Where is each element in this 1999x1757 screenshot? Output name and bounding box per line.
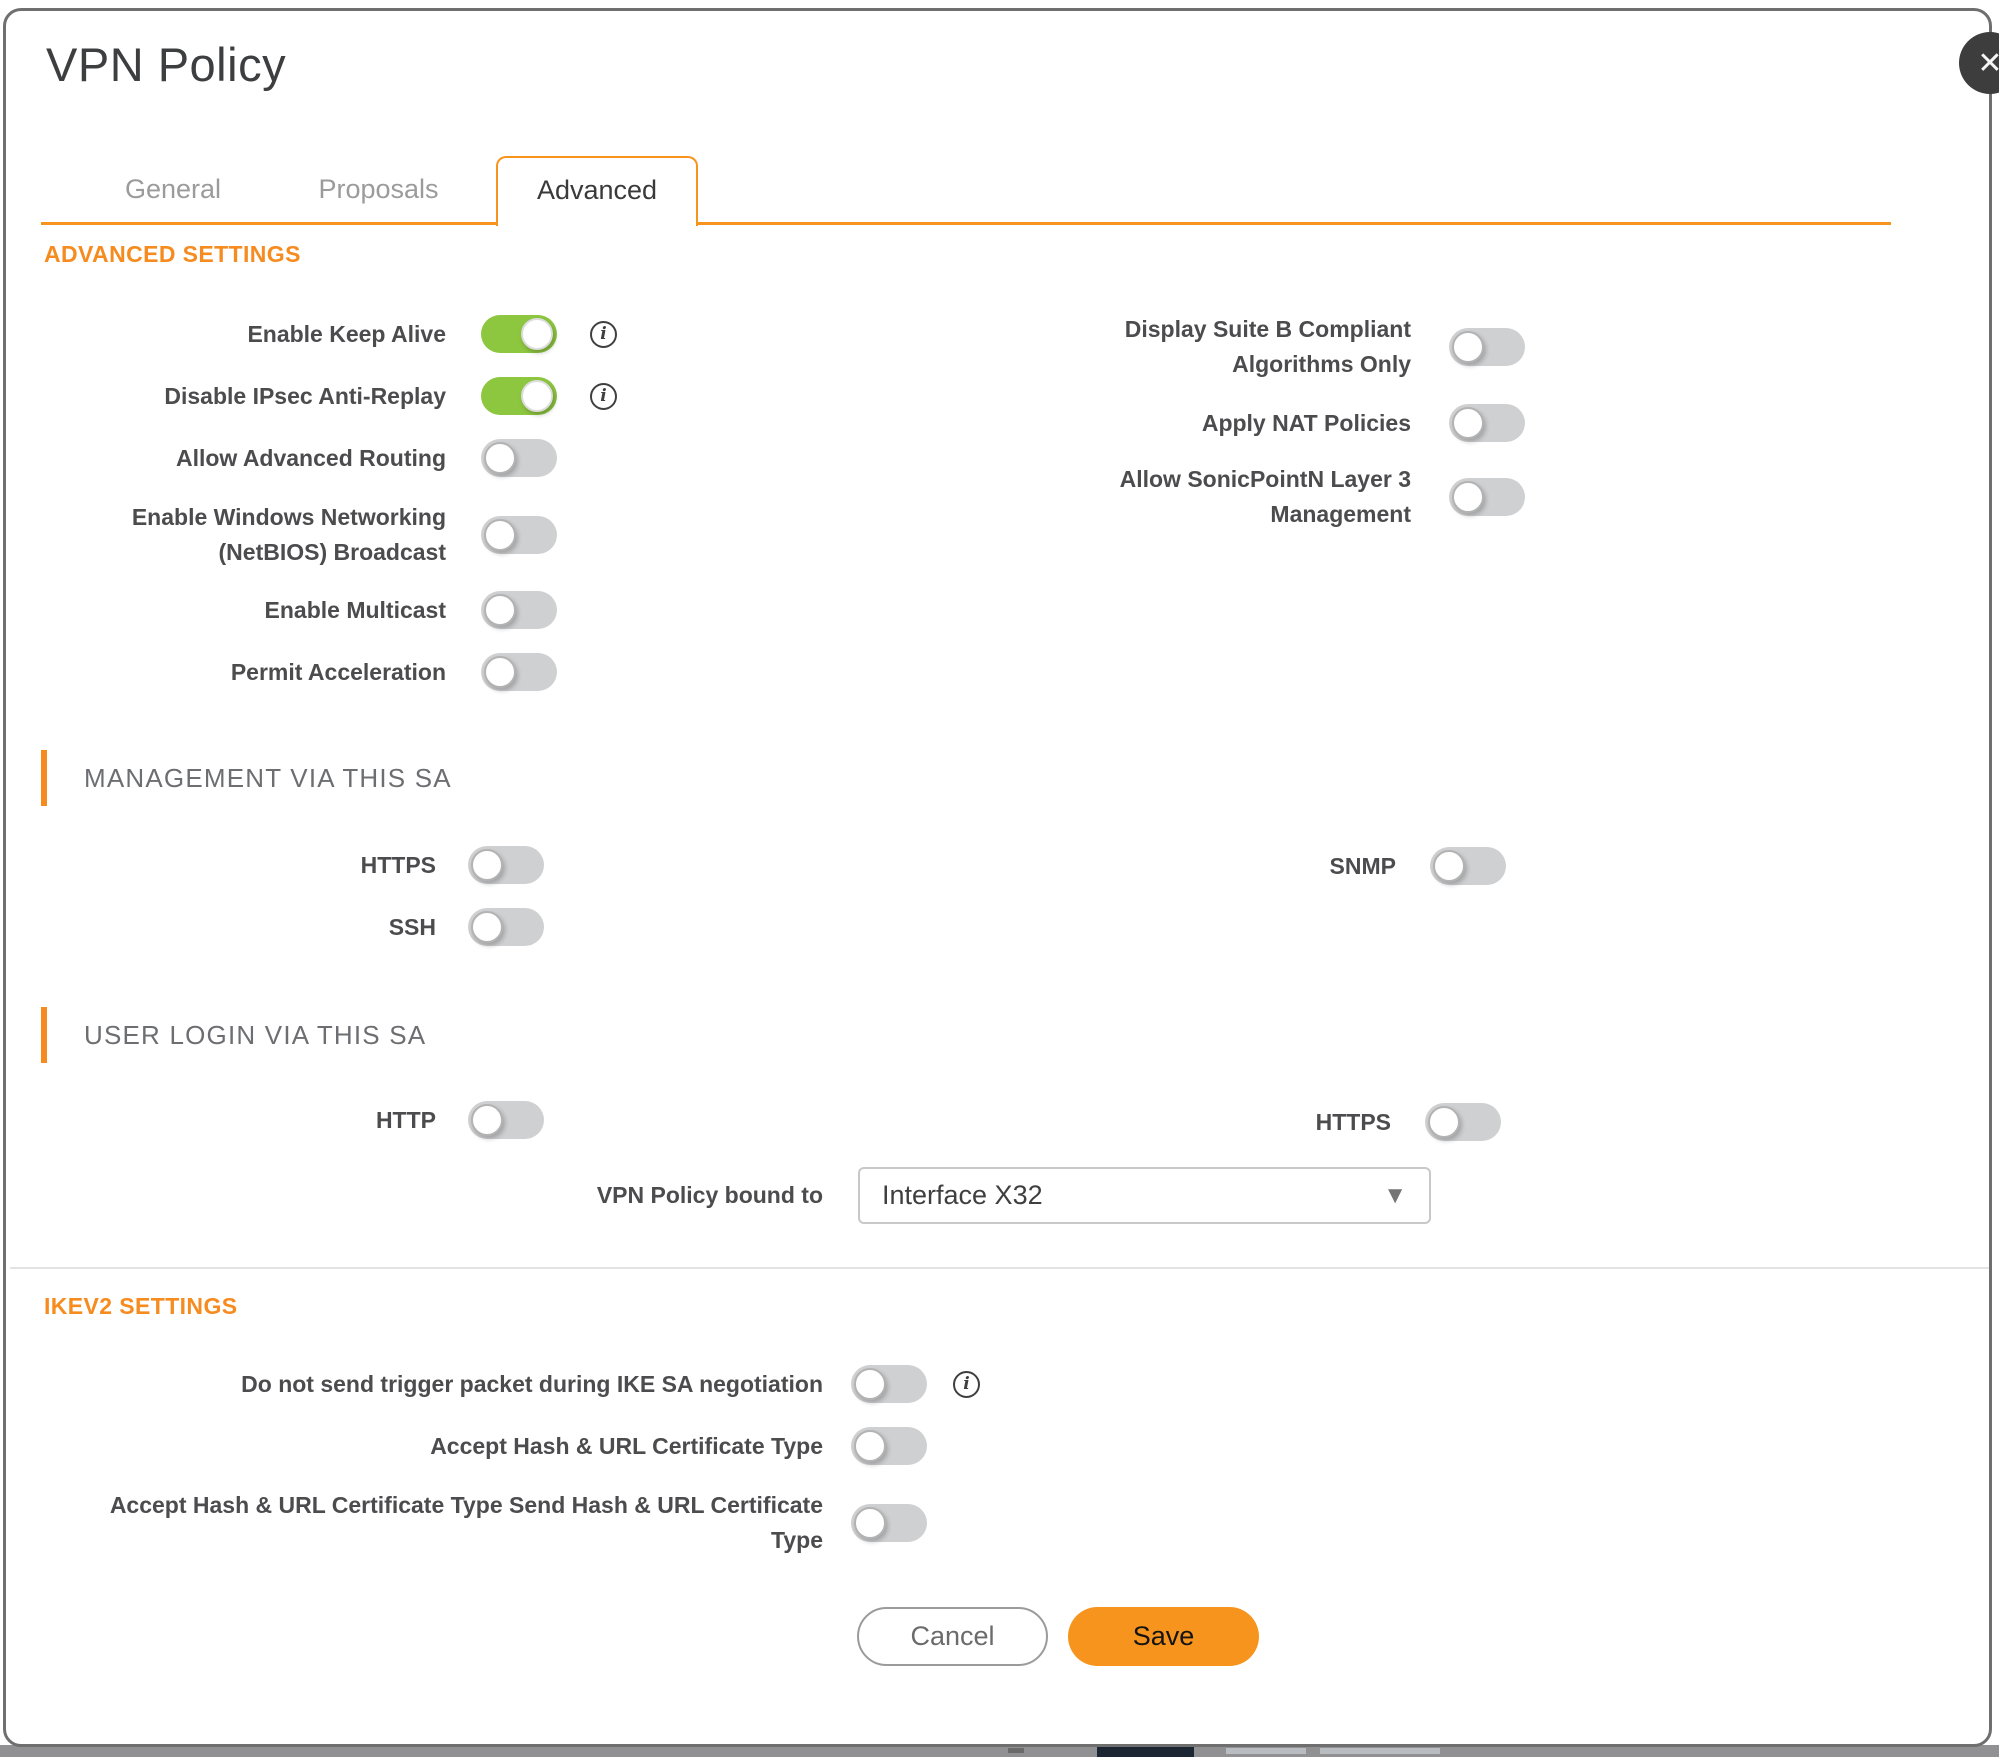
setting-row-disable-ipsec-anti-replay: Disable IPsec Anti-Replay i	[66, 368, 617, 424]
setting-label: Apply NAT Policies	[1201, 409, 1411, 436]
setting-row-allow-advanced-routing: Allow Advanced Routing	[66, 430, 557, 486]
toggle-knob	[854, 1368, 886, 1400]
toggle-knob	[521, 380, 553, 412]
setting-row-no-trigger-packet: Do not send trigger packet during IKE SA…	[66, 1356, 980, 1412]
user-login-http-toggle[interactable]	[468, 1101, 544, 1139]
toggle-knob	[1428, 1106, 1460, 1138]
enable-keep-alive-toggle[interactable]	[481, 315, 557, 353]
setting-row-enable-keep-alive: Enable Keep Alive i	[66, 306, 617, 362]
setting-label: Enable Windows Networking (NetBIOS) Broa…	[131, 504, 446, 565]
background-mark	[1226, 1748, 1306, 1754]
setting-row-login-https: HTTPS	[1021, 1094, 1501, 1150]
background-dark-slab	[1097, 1745, 1194, 1757]
tab-general[interactable]: General	[124, 174, 222, 204]
info-icon[interactable]: i	[953, 1370, 980, 1398]
permit-acceleration-toggle[interactable]	[481, 653, 557, 691]
setting-label: Permit Acceleration	[230, 658, 446, 685]
toggle-knob	[854, 1430, 886, 1462]
setting-row-permit-acceleration: Permit Acceleration	[66, 644, 557, 700]
apply-nat-policies-toggle[interactable]	[1449, 404, 1525, 442]
tab-advanced[interactable]: Advanced	[496, 156, 698, 226]
tab-proposals[interactable]: Proposals	[318, 174, 439, 204]
setting-row-enable-windows-networking: Enable Windows Networking (NetBIOS) Broa…	[66, 497, 557, 573]
setting-row-login-http: HTTP	[66, 1092, 544, 1148]
setting-label: HTTPS	[360, 851, 436, 878]
setting-label: SNMP	[1329, 852, 1396, 879]
vpn-policy-dialog: VPN Policy General Proposals Advanced AD…	[3, 8, 1992, 1747]
setting-row-enable-multicast: Enable Multicast	[66, 582, 557, 638]
user-login-sa-heading: USER LOGIN VIA THIS SA	[84, 1020, 427, 1050]
tab-underline	[41, 222, 1891, 225]
background-page-strip	[0, 1745, 1999, 1757]
setting-row-accept-hash-url: Accept Hash & URL Certificate Type	[66, 1418, 927, 1474]
setting-label: Enable Multicast	[264, 596, 446, 623]
setting-label: Enable Keep Alive	[247, 320, 446, 347]
setting-row-vpn-policy-bound: VPN Policy bound to Interface X32 ▼	[66, 1165, 1431, 1226]
toggle-knob	[521, 318, 553, 350]
user-login-https-toggle[interactable]	[1425, 1103, 1501, 1141]
setting-label: Accept Hash & URL Certificate Type	[430, 1432, 823, 1459]
disable-ipsec-anti-replay-toggle[interactable]	[481, 377, 557, 415]
accept-send-hash-url-toggle[interactable]	[851, 1504, 927, 1542]
setting-label: Display Suite B Compliant Algorithms Onl…	[1124, 316, 1411, 377]
setting-label: Allow Advanced Routing	[175, 444, 446, 471]
management-snmp-toggle[interactable]	[1430, 847, 1506, 885]
toggle-knob	[1433, 850, 1465, 882]
allow-advanced-routing-toggle[interactable]	[481, 439, 557, 477]
setting-label: Do not send trigger packet during IKE SA…	[241, 1370, 823, 1397]
setting-label: SSH	[388, 913, 436, 940]
toggle-knob	[484, 656, 516, 688]
vpn-policy-bound-dropdown[interactable]: Interface X32 ▼	[858, 1167, 1431, 1224]
setting-row-apply-nat-policies: Apply NAT Policies	[1071, 395, 1525, 451]
setting-label: HTTPS	[1315, 1108, 1391, 1135]
enable-multicast-toggle[interactable]	[481, 591, 557, 629]
toggle-knob	[471, 911, 503, 943]
setting-label: VPN Policy bound to	[596, 1182, 823, 1208]
allow-sonicpointn-toggle[interactable]	[1449, 478, 1525, 516]
save-button[interactable]: Save	[1068, 1607, 1259, 1666]
toggle-knob	[484, 442, 516, 474]
toggle-knob	[484, 519, 516, 551]
toggle-knob	[471, 1104, 503, 1136]
display-suite-b-toggle[interactable]	[1449, 328, 1525, 366]
toggle-knob	[1452, 331, 1484, 363]
setting-row-mgmt-snmp: SNMP	[1026, 838, 1506, 894]
background-mark	[1320, 1748, 1440, 1754]
setting-row-accept-send-hash-url: Accept Hash & URL Certificate Type Send …	[66, 1485, 927, 1561]
ikev2-settings-heading: IKEV2 SETTINGS	[44, 1293, 238, 1319]
setting-row-mgmt-ssh: SSH	[66, 899, 544, 955]
management-sa-heading: MANAGEMENT VIA THIS SA	[84, 763, 452, 793]
toggle-knob	[484, 594, 516, 626]
setting-label: HTTP	[375, 1106, 436, 1133]
info-icon[interactable]: i	[590, 382, 617, 410]
setting-row-display-suite-b: Display Suite B Compliant Algorithms Onl…	[1071, 309, 1525, 385]
enable-windows-networking-toggle[interactable]	[481, 516, 557, 554]
toggle-knob	[1452, 407, 1484, 439]
setting-label: Accept Hash & URL Certificate Type Send …	[109, 1492, 823, 1553]
cancel-button[interactable]: Cancel	[857, 1607, 1048, 1666]
setting-label: Allow SonicPointN Layer 3 Management	[1119, 466, 1411, 527]
chevron-down-icon: ▼	[1383, 1181, 1407, 1209]
setting-label: Disable IPsec Anti-Replay	[164, 382, 446, 409]
section-divider	[10, 1267, 1989, 1269]
section-accent-bar	[41, 750, 47, 806]
setting-row-mgmt-https: HTTPS	[66, 837, 544, 893]
background-mark	[1008, 1748, 1024, 1753]
toggle-knob	[854, 1507, 886, 1539]
section-accent-bar	[41, 1007, 47, 1063]
page-title: VPN Policy	[46, 38, 287, 91]
management-https-toggle[interactable]	[468, 846, 544, 884]
setting-row-allow-sonicpointn: Allow SonicPointN Layer 3 Management	[1071, 459, 1525, 535]
toggle-knob	[1452, 481, 1484, 513]
no-trigger-packet-toggle[interactable]	[851, 1365, 927, 1403]
dropdown-selected-value: Interface X32	[882, 1180, 1043, 1210]
accept-hash-url-toggle[interactable]	[851, 1427, 927, 1465]
toggle-knob	[471, 849, 503, 881]
management-ssh-toggle[interactable]	[468, 908, 544, 946]
info-icon[interactable]: i	[590, 320, 617, 348]
advanced-settings-heading: ADVANCED SETTINGS	[44, 241, 301, 267]
